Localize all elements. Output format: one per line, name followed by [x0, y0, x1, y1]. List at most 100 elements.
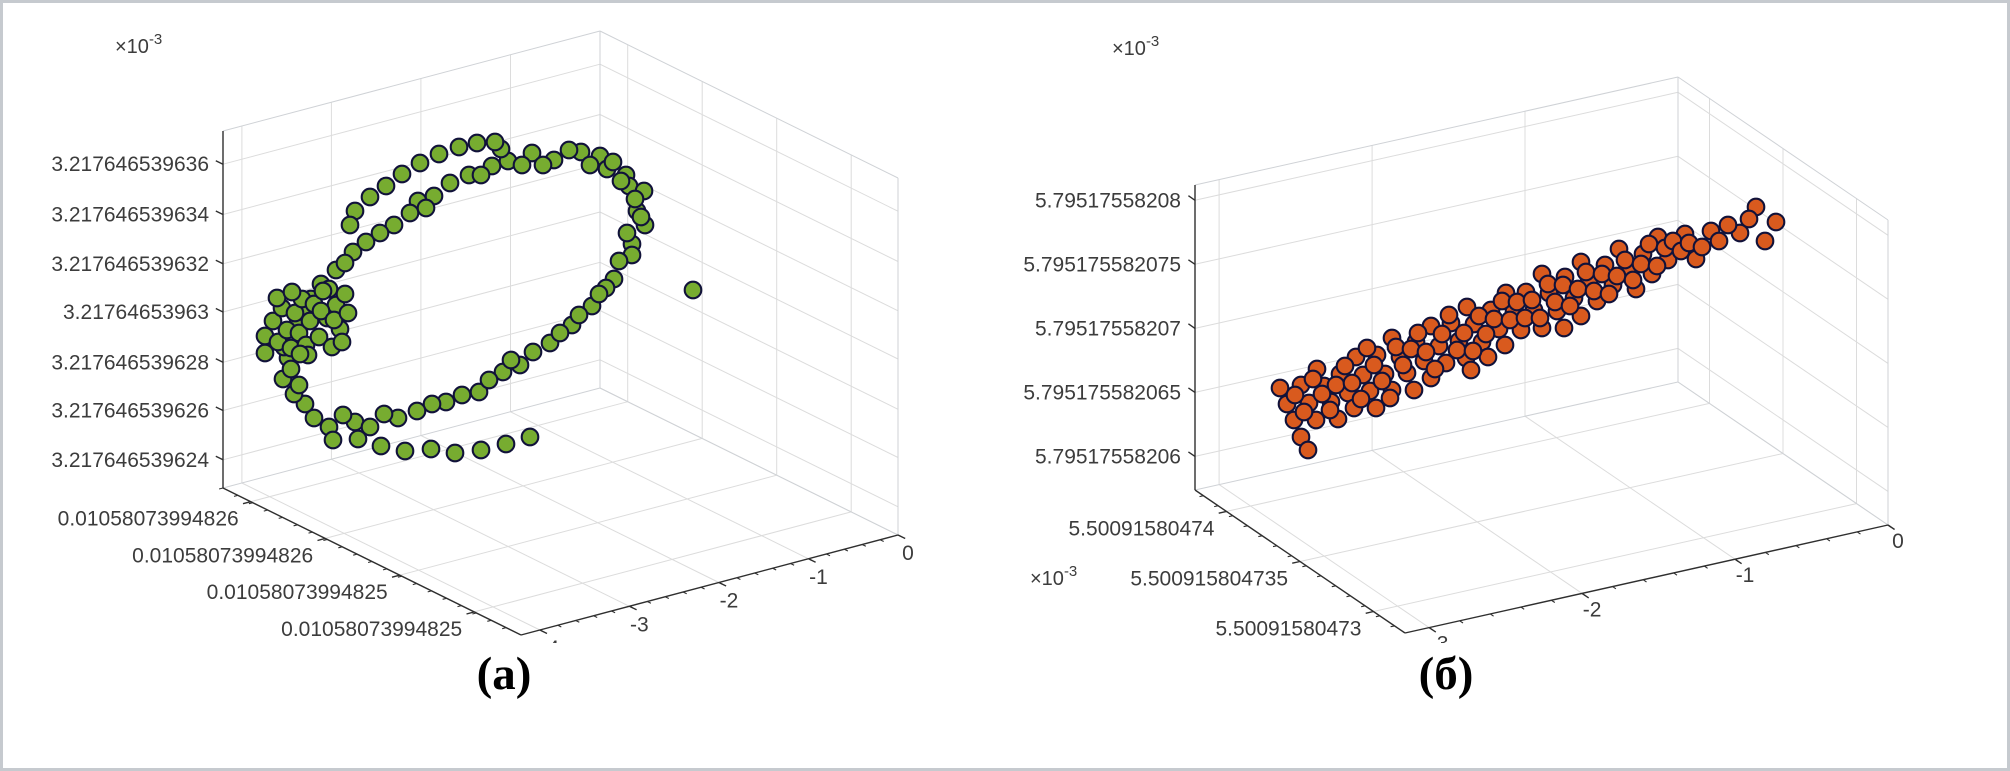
- y-tick: [466, 611, 475, 615]
- scatter-point: [1631, 254, 1651, 274]
- y-minor-tick: [308, 531, 313, 534]
- axes-lines: [1187, 185, 1895, 634]
- scatter-point: [1408, 323, 1428, 343]
- scatter-point: [1553, 275, 1573, 295]
- z-tick: [1188, 259, 1196, 265]
- scatter-point: [384, 215, 404, 235]
- scatter-point: [289, 375, 309, 395]
- y-minor-tick: [263, 509, 268, 512]
- box-edge: [1194, 381, 1679, 491]
- scatter-point: [1351, 389, 1371, 409]
- x-minor-tick: [1703, 565, 1708, 569]
- y-tick: [242, 501, 251, 505]
- x-minor-tick: [1489, 613, 1494, 617]
- scatter-point: [376, 176, 396, 196]
- z-tick-label: 3.21764653963: [63, 301, 209, 324]
- scatter-point: [360, 187, 380, 207]
- scatter-point: [1335, 356, 1355, 376]
- grid-z-sidewall: [1677, 91, 1889, 236]
- z-tick: [1187, 195, 1196, 201]
- scatter-point: [569, 305, 589, 325]
- scatter-point: [471, 440, 491, 460]
- scatter-point: [395, 441, 415, 461]
- scatter-point: [520, 427, 540, 447]
- grid-z-sidewall: [599, 114, 899, 262]
- scatter-point: [1766, 212, 1786, 232]
- scatter-point: [1425, 359, 1445, 379]
- x-minor-tick: [557, 624, 562, 628]
- x-minor-tick: [1520, 606, 1525, 610]
- z-tick: [215, 160, 224, 165]
- y-minor-tick: [367, 560, 373, 564]
- y-tick-label: 5.50091580474: [1069, 517, 1215, 540]
- z-tick-label: 5.795175582065: [1023, 381, 1181, 404]
- x-minor-tick: [1765, 551, 1770, 556]
- scatter-point: [1639, 234, 1659, 254]
- y-minor-tick: [427, 590, 432, 593]
- scatter-point: [580, 155, 600, 175]
- y-minor-tick: [1228, 515, 1233, 518]
- grid-lines: [1194, 77, 1889, 629]
- scatter-point: [609, 251, 629, 271]
- grid-z-sidewall: [599, 211, 899, 360]
- z-tick: [215, 358, 224, 363]
- y-minor-tick: [1375, 615, 1380, 618]
- scatter-point: [332, 332, 352, 352]
- x-tick-label: -2: [720, 590, 739, 613]
- y-minor-tick: [278, 516, 283, 519]
- y-tick-label: 5.50091580473: [1216, 618, 1362, 641]
- scatter-point: [311, 301, 331, 321]
- scatter-point: [1285, 385, 1305, 405]
- scatter-point: [421, 439, 441, 459]
- box-edges: [1194, 76, 1889, 526]
- x-minor-tick: [772, 567, 777, 571]
- x-tick-label: -2: [1583, 598, 1602, 621]
- scatter-point: [340, 215, 360, 235]
- scatter-point: [392, 164, 412, 184]
- y-tick-label: 5.500915804735: [1130, 568, 1288, 591]
- y-minor-tick: [487, 619, 492, 622]
- grid-x-floor: [241, 482, 541, 631]
- x-minor-tick: [1887, 524, 1892, 528]
- scatter-point: [1364, 355, 1384, 375]
- z-tick: [1188, 387, 1196, 393]
- x-minor-tick: [1428, 627, 1433, 631]
- y-tick-label: 0.01058073994826: [132, 544, 313, 567]
- z-scale-label: ×10-3: [1112, 33, 1159, 60]
- scatter-point: [422, 394, 442, 414]
- scatter-point: [1647, 256, 1667, 276]
- z-tick: [215, 406, 224, 412]
- grid-y-floor: [399, 474, 777, 576]
- scatter-point: [1584, 281, 1604, 301]
- scatter-point: [1568, 279, 1588, 299]
- y-tick: [391, 574, 400, 578]
- y-minor-tick: [1199, 495, 1204, 498]
- z-tick-label: 3.217646539636: [51, 153, 209, 176]
- grid-y-floor: [1299, 453, 1784, 562]
- y-minor-tick: [1243, 525, 1248, 528]
- scatter-point: [617, 223, 637, 243]
- scatter-point: [683, 280, 703, 300]
- scatter-point: [1755, 231, 1775, 251]
- scatter-point: [1592, 264, 1612, 284]
- scatter-point: [374, 404, 394, 424]
- scatter-point: [589, 284, 609, 304]
- y-minor-tick: [248, 502, 253, 505]
- scatter-point: [452, 385, 472, 405]
- y-minor-tick: [472, 612, 477, 615]
- y-minor-tick: [353, 553, 358, 556]
- box-edge: [1677, 76, 1889, 221]
- scatter-point: [1607, 266, 1627, 286]
- scatter-point: [1530, 308, 1550, 328]
- scatter-point: [313, 281, 333, 301]
- z-tick-label: 3.217646539624: [51, 449, 209, 472]
- box-edge: [222, 30, 601, 132]
- y-minor-tick: [1390, 625, 1395, 628]
- scatter-point: [356, 232, 376, 252]
- y-minor-tick: [293, 524, 298, 527]
- grid-z-backwall: [1194, 347, 1679, 457]
- x-tick-label: -1: [809, 566, 828, 589]
- z-scale-label: ×10-3: [115, 31, 162, 58]
- scatter-point: [1615, 250, 1635, 270]
- scatter-point: [471, 165, 491, 185]
